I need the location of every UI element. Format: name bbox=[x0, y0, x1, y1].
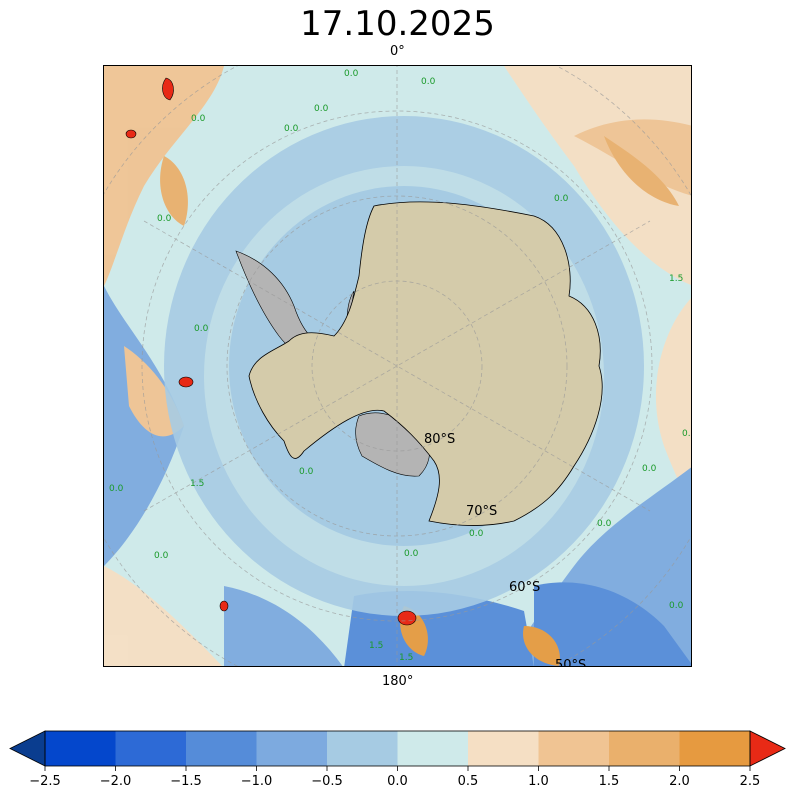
svg-text:0.0: 0.0 bbox=[344, 69, 359, 79]
colorbar-tick-label: −1.5 bbox=[170, 774, 202, 789]
colorbar-tick-label: 2.0 bbox=[669, 774, 690, 789]
colorbar-tick-label: 1.5 bbox=[599, 774, 620, 789]
graticule bbox=[104, 66, 691, 666]
svg-text:0.0: 0.0 bbox=[314, 104, 329, 114]
colorbar-bin bbox=[679, 731, 751, 766]
lat-label-60: 60°S bbox=[509, 580, 541, 595]
colorbar-bin bbox=[538, 731, 610, 766]
svg-text:0.0: 0.0 bbox=[109, 484, 124, 494]
svg-text:1.5: 1.5 bbox=[369, 641, 383, 651]
contour-labels: 0.0 0.0 0.0 0.0 0.0 0.0 0.0 0.0 1.5 0. 0 … bbox=[109, 69, 692, 663]
meridian-label-0: 0° bbox=[390, 44, 405, 59]
colorbar-bin bbox=[397, 731, 469, 766]
svg-text:0.0: 0.0 bbox=[191, 114, 206, 124]
colorbar-bin bbox=[609, 731, 680, 766]
svg-text:0.0: 0.0 bbox=[154, 551, 169, 561]
lat-label-70: 70°S bbox=[466, 504, 498, 519]
lat-label-50: 50°S bbox=[555, 658, 587, 667]
svg-text:0.0: 0.0 bbox=[554, 194, 569, 204]
colorbar-bin bbox=[468, 731, 539, 766]
colorbar-tick-label: 2.5 bbox=[740, 774, 761, 789]
colorbar-tick-label: 1.0 bbox=[528, 774, 549, 789]
colorbar-bin bbox=[45, 731, 116, 766]
colorbar-bin bbox=[186, 731, 257, 766]
colorbar: −2.5 −2.0 −1.5 −1.0 −0.5 0.0 0.5 1.0 1.5 2.0 2.5 bbox=[0, 725, 795, 804]
ice-shelf-ross bbox=[235, 250, 355, 361]
extreme-spots bbox=[125, 77, 417, 626]
colorbar-bin bbox=[256, 731, 328, 766]
colorbar-tick-label: −2.0 bbox=[100, 774, 132, 789]
svg-text:0.0: 0.0 bbox=[404, 549, 419, 559]
svg-text:1.5: 1.5 bbox=[190, 479, 204, 489]
svg-text:0.0: 0.0 bbox=[284, 124, 299, 134]
colorbar-bin bbox=[115, 731, 187, 766]
lat-label-80: 80°S bbox=[424, 432, 456, 447]
svg-text:0.0: 0.0 bbox=[682, 429, 692, 439]
continent-land bbox=[248, 201, 603, 526]
colorbar-tick-label: −0.5 bbox=[311, 774, 343, 789]
svg-text:0.0: 0.0 bbox=[597, 519, 612, 529]
colorbar-over-arrow bbox=[749, 730, 786, 767]
svg-text:0.0: 0.0 bbox=[421, 77, 436, 87]
svg-text:0.0: 0.0 bbox=[157, 214, 172, 224]
colorbar-bin bbox=[327, 731, 398, 766]
colorbar-tick-label: −1.0 bbox=[241, 774, 273, 789]
svg-text:0.0: 0.0 bbox=[469, 529, 484, 539]
colorbar-tick-label: −2.5 bbox=[29, 774, 61, 789]
map-title: 17.10.2025 bbox=[300, 4, 495, 44]
meridian-label-180: 180° bbox=[382, 674, 414, 689]
svg-text:0.0: 0.0 bbox=[194, 324, 209, 334]
colorbar-under-arrow bbox=[9, 730, 46, 767]
colorbar-tick-label: 0.0 bbox=[387, 774, 408, 789]
svg-text:0.0: 0.0 bbox=[299, 467, 314, 477]
antarctica bbox=[235, 201, 603, 526]
colorbar-tick-label: 0.5 bbox=[458, 774, 479, 789]
svg-text:1.5: 1.5 bbox=[669, 274, 683, 284]
svg-text:0.0: 0.0 bbox=[669, 601, 684, 611]
svg-text:0.0: 0.0 bbox=[642, 464, 657, 474]
svg-text:1.5: 1.5 bbox=[399, 653, 413, 663]
map-panel: 0.0 0.0 0.0 0.0 0.0 0.0 0.0 0.0 1.5 0. 0 … bbox=[103, 65, 692, 667]
